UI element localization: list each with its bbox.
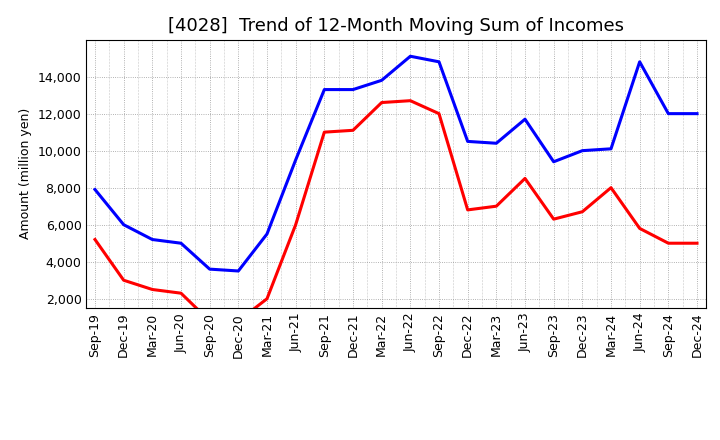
Ordinary Income	[205, 267, 214, 272]
Ordinary Income	[176, 241, 185, 246]
Ordinary Income	[607, 146, 616, 151]
Net Income	[205, 318, 214, 323]
Ordinary Income	[693, 111, 701, 116]
Net Income	[234, 318, 243, 323]
Ordinary Income	[549, 159, 558, 165]
Ordinary Income	[492, 141, 500, 146]
Net Income	[578, 209, 587, 214]
Net Income	[521, 176, 529, 181]
Legend: Ordinary Income, Net Income: Ordinary Income, Net Income	[233, 436, 559, 440]
Y-axis label: Amount (million yen): Amount (million yen)	[19, 108, 32, 239]
Net Income	[320, 129, 328, 135]
Net Income	[464, 207, 472, 213]
Net Income	[693, 241, 701, 246]
Net Income	[435, 111, 444, 116]
Ordinary Income	[435, 59, 444, 64]
Net Income	[176, 290, 185, 296]
Ordinary Income	[578, 148, 587, 153]
Net Income	[377, 100, 386, 105]
Ordinary Income	[292, 157, 300, 162]
Ordinary Income	[377, 78, 386, 83]
Net Income	[607, 185, 616, 191]
Ordinary Income	[120, 222, 128, 227]
Ordinary Income	[234, 268, 243, 274]
Ordinary Income	[320, 87, 328, 92]
Net Income	[549, 216, 558, 222]
Net Income	[292, 222, 300, 227]
Ordinary Income	[664, 111, 672, 116]
Net Income	[635, 226, 644, 231]
Ordinary Income	[521, 117, 529, 122]
Net Income	[263, 296, 271, 301]
Line: Ordinary Income: Ordinary Income	[95, 56, 697, 271]
Line: Net Income: Net Income	[95, 101, 697, 321]
Net Income	[492, 204, 500, 209]
Ordinary Income	[91, 187, 99, 192]
Net Income	[348, 128, 357, 133]
Ordinary Income	[635, 59, 644, 64]
Net Income	[664, 241, 672, 246]
Net Income	[406, 98, 415, 103]
Ordinary Income	[148, 237, 157, 242]
Ordinary Income	[406, 54, 415, 59]
Ordinary Income	[348, 87, 357, 92]
Ordinary Income	[464, 139, 472, 144]
Net Income	[120, 278, 128, 283]
Title: [4028]  Trend of 12-Month Moving Sum of Incomes: [4028] Trend of 12-Month Moving Sum of I…	[168, 17, 624, 35]
Net Income	[148, 287, 157, 292]
Ordinary Income	[263, 231, 271, 237]
Net Income	[91, 237, 99, 242]
